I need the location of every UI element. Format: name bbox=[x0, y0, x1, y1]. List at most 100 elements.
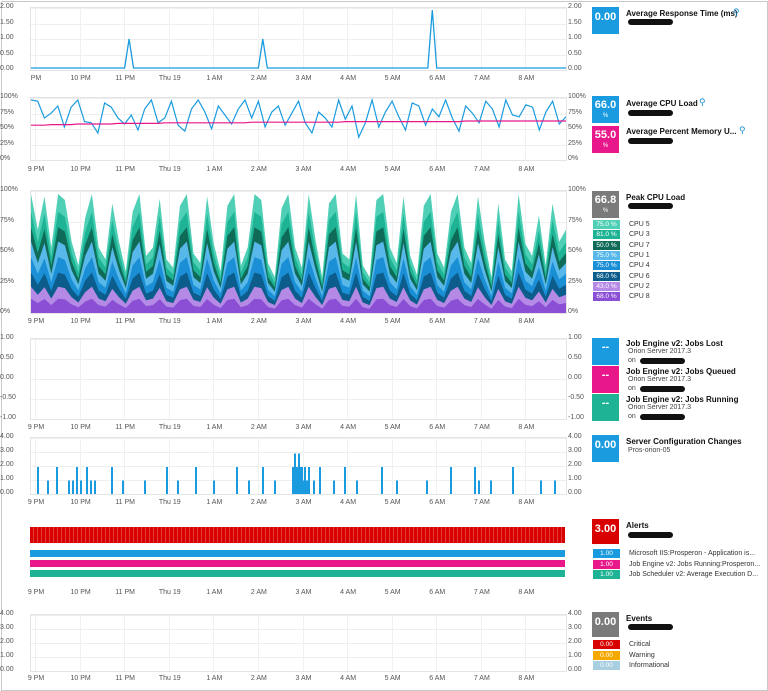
legend-label[interactable]: CPU 3 bbox=[629, 231, 650, 239]
legend-label[interactable]: CPU 6 bbox=[629, 272, 650, 280]
legend-value-badge: 68.0 % bbox=[593, 271, 620, 281]
config-changes-chart[interactable] bbox=[30, 437, 567, 495]
alerts-title[interactable]: Alerts bbox=[626, 521, 649, 530]
cpu-memory-chart[interactable] bbox=[30, 97, 567, 161]
alerts-total-bar bbox=[30, 527, 565, 543]
response-y-axis-right: 2.00 1.50 1.00 0.50 0.00 bbox=[568, 3, 598, 72]
alert-label[interactable]: Job Scheduler v2: Average Execution D... bbox=[629, 571, 759, 578]
config-change-bar bbox=[195, 467, 197, 494]
cpu-unit: % bbox=[602, 113, 609, 119]
response-value-tile[interactable]: 0.00 bbox=[592, 7, 619, 34]
y-tick-label: 4.00 bbox=[0, 610, 14, 617]
peak-title[interactable]: Peak CPU Load bbox=[626, 193, 686, 202]
x-tick-label: 11 PM bbox=[115, 499, 136, 506]
config-change-bar bbox=[344, 467, 346, 494]
config-y-axis-right: 4.00 3.00 2.00 1.00 0.00 bbox=[568, 433, 598, 496]
config-change-bar bbox=[478, 480, 480, 494]
legend-label[interactable]: CPU 4 bbox=[629, 262, 650, 270]
config-title[interactable]: Server Configuration Changes bbox=[626, 437, 742, 446]
peak-value: 66.8 bbox=[594, 194, 617, 206]
x-tick-label: 5 AM bbox=[384, 675, 401, 682]
legend-label[interactable]: CPU 7 bbox=[629, 241, 650, 249]
job-value-tile[interactable]: -- bbox=[592, 366, 619, 393]
y-tick-label: 0.00 bbox=[0, 489, 14, 496]
job-server-name: Orion Server 2017.3 bbox=[628, 376, 692, 383]
x-tick-label: 11 PM bbox=[115, 166, 136, 173]
config-value-tile[interactable]: 0.00 bbox=[592, 435, 619, 462]
chart-svg bbox=[31, 339, 566, 419]
x-tick-label: 6 AM bbox=[429, 589, 446, 596]
job-metric-title[interactable]: Job Engine v2: Jobs Lost bbox=[626, 339, 723, 348]
x-tick-label: 6 AM bbox=[429, 499, 446, 506]
x-tick-label: 8 AM bbox=[518, 424, 535, 431]
config-y-axis-left: 4.00 3.00 2.00 1.00 0.00 bbox=[0, 433, 30, 496]
pin-icon[interactable]: ⚲ bbox=[733, 7, 740, 17]
config-change-bar bbox=[80, 480, 82, 494]
y-tick-label: 2.00 bbox=[0, 461, 14, 468]
y-tick-label: 0.00 bbox=[0, 374, 14, 381]
legend-label[interactable]: CPU 1 bbox=[629, 251, 650, 259]
alerts-value-tile[interactable]: 3.00 bbox=[592, 519, 619, 544]
peak-cpu-chart[interactable] bbox=[30, 190, 567, 314]
y-tick-label: 1.00 bbox=[568, 475, 582, 482]
x-tick-label: 5 AM bbox=[384, 166, 401, 173]
cpu-title[interactable]: Average CPU Load bbox=[626, 99, 698, 108]
legend-label[interactable]: CPU 5 bbox=[629, 221, 650, 228]
config-change-bar bbox=[90, 480, 92, 494]
y-tick-label: 0.00 bbox=[0, 666, 14, 673]
response-time-chart[interactable] bbox=[30, 7, 567, 71]
alerts-value: 3.00 bbox=[594, 523, 617, 535]
redacted-node-name bbox=[640, 386, 685, 392]
job-on-label: on bbox=[628, 357, 636, 364]
x-tick-label: 2 AM bbox=[250, 318, 267, 325]
alert-bar bbox=[30, 550, 565, 557]
y-tick-label: 100% bbox=[568, 186, 586, 193]
x-tick-label: 10 PM bbox=[70, 75, 91, 82]
legend-label[interactable]: CPU 8 bbox=[629, 293, 650, 301]
job-value-tile[interactable]: -- bbox=[592, 394, 619, 421]
chart-svg bbox=[31, 98, 566, 160]
alert-label[interactable]: Microsoft IIS:Prosperon - Application is… bbox=[629, 550, 756, 557]
event-label[interactable]: Informational bbox=[629, 662, 670, 669]
config-change-bar bbox=[356, 480, 358, 494]
x-tick-label: 3 AM bbox=[295, 589, 312, 596]
redacted-node-name bbox=[628, 203, 673, 209]
y-tick-label: 3.00 bbox=[0, 447, 14, 454]
memory-title[interactable]: Average Percent Memory U... bbox=[626, 127, 737, 136]
job-server-name: Orion Server 2017.3 bbox=[628, 404, 692, 411]
config-change-bar bbox=[512, 467, 514, 494]
peak-value-tile[interactable]: 66.8% bbox=[592, 191, 619, 218]
y-tick-label: 2.00 bbox=[0, 638, 14, 645]
job-engine-chart[interactable] bbox=[30, 338, 567, 420]
x-tick-label: 1 AM bbox=[206, 589, 223, 596]
x-tick-label: 2 AM bbox=[250, 499, 267, 506]
cpu-value-tile[interactable]: 66.0% bbox=[592, 96, 619, 123]
x-tick-label: 2 AM bbox=[250, 424, 267, 431]
job-metric-title[interactable]: Job Engine v2: Jobs Queued bbox=[626, 367, 736, 376]
event-label[interactable]: Warning bbox=[629, 651, 655, 659]
x-tick-label: 9 PM bbox=[27, 589, 45, 596]
config-change-bar bbox=[490, 480, 492, 494]
legend-label[interactable]: CPU 2 bbox=[629, 282, 650, 290]
events-chart[interactable] bbox=[30, 614, 567, 672]
x-tick-label: 7 AM bbox=[473, 75, 490, 82]
alert-value-badge: 1.00 bbox=[593, 549, 620, 558]
job-value-tile[interactable]: -- bbox=[592, 338, 619, 365]
config-change-bar bbox=[213, 480, 215, 494]
memory-value-tile[interactable]: 55.0% bbox=[592, 126, 619, 153]
job-metric-title[interactable]: Job Engine v2: Jobs Running bbox=[626, 395, 739, 404]
events-value-tile[interactable]: 0.00 bbox=[592, 612, 619, 637]
x-tick-label: 6 AM bbox=[429, 318, 446, 325]
x-tick-label: 5 AM bbox=[384, 318, 401, 325]
response-title[interactable]: Average Response Time (ms) bbox=[626, 9, 738, 18]
pin-icon[interactable]: ⚲ bbox=[699, 97, 706, 107]
x-tick-label: Thu 19 bbox=[158, 424, 181, 431]
x-tick-label: 10 PM bbox=[70, 166, 91, 173]
events-title[interactable]: Events bbox=[626, 614, 653, 623]
redacted-node-name bbox=[640, 414, 685, 420]
redacted-node-name bbox=[628, 110, 673, 116]
event-label[interactable]: Critical bbox=[629, 641, 651, 648]
pin-icon[interactable]: ⚲ bbox=[739, 125, 746, 135]
y-tick-label: 1.00 bbox=[568, 652, 582, 659]
alert-label[interactable]: Job Engine v2: Jobs Running:Prosperon... bbox=[629, 560, 761, 568]
